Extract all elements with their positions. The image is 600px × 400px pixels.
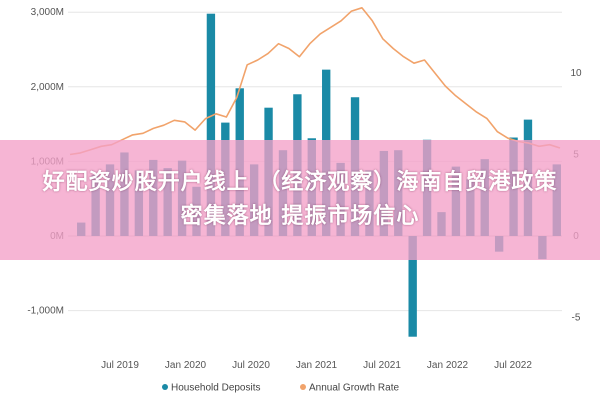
x-tick-label: Jan 2021 (296, 360, 338, 371)
y-left-tick-label: -1,000M (27, 306, 64, 317)
bar-household-deposits (206, 13, 216, 236)
overlay-text-line-1: 好配资炒股开户线上 （经济观察）海南自贸港政策 (42, 170, 558, 195)
overlay-text-line-2: 密集落地 提振市场信心 (180, 204, 420, 229)
x-tick-label: Jul 2020 (232, 360, 270, 371)
y-left-tick-label: 2,000M (31, 82, 64, 93)
annual-growth-line-group (69, 7, 561, 156)
legend-label-annual-growth: Annual Growth Rate (309, 383, 399, 394)
annual-growth-line (69, 7, 561, 156)
legend-marker-annual-growth (300, 384, 306, 390)
x-axis: Jul 2019 Jan 2020 Jul 2020 Jan 2021 Jul 2021… (101, 360, 532, 371)
x-tick-label: Jul 2022 (494, 360, 532, 371)
legend-marker-household-deposits (162, 384, 168, 390)
bar-household-deposits (408, 236, 417, 337)
x-tick-label: Jan 2020 (165, 360, 207, 371)
y-right-tick-label: -5 (572, 313, 581, 324)
legend: Household Deposits Annual Growth Rate (162, 383, 399, 394)
x-tick-label: Jan 2022 (427, 360, 469, 371)
overlay-banner: 好配资炒股开户线上 （经济观察）海南自贸港政策 密集落地 提振市场信心 (0, 140, 600, 260)
y-right-tick-label: 10 (570, 68, 582, 79)
legend-label-household-deposits: Household Deposits (171, 383, 261, 394)
x-tick-label: Jul 2019 (101, 360, 139, 371)
x-tick-label: Jul 2021 (363, 360, 401, 371)
y-left-tick-label: 3,000M (31, 7, 64, 18)
